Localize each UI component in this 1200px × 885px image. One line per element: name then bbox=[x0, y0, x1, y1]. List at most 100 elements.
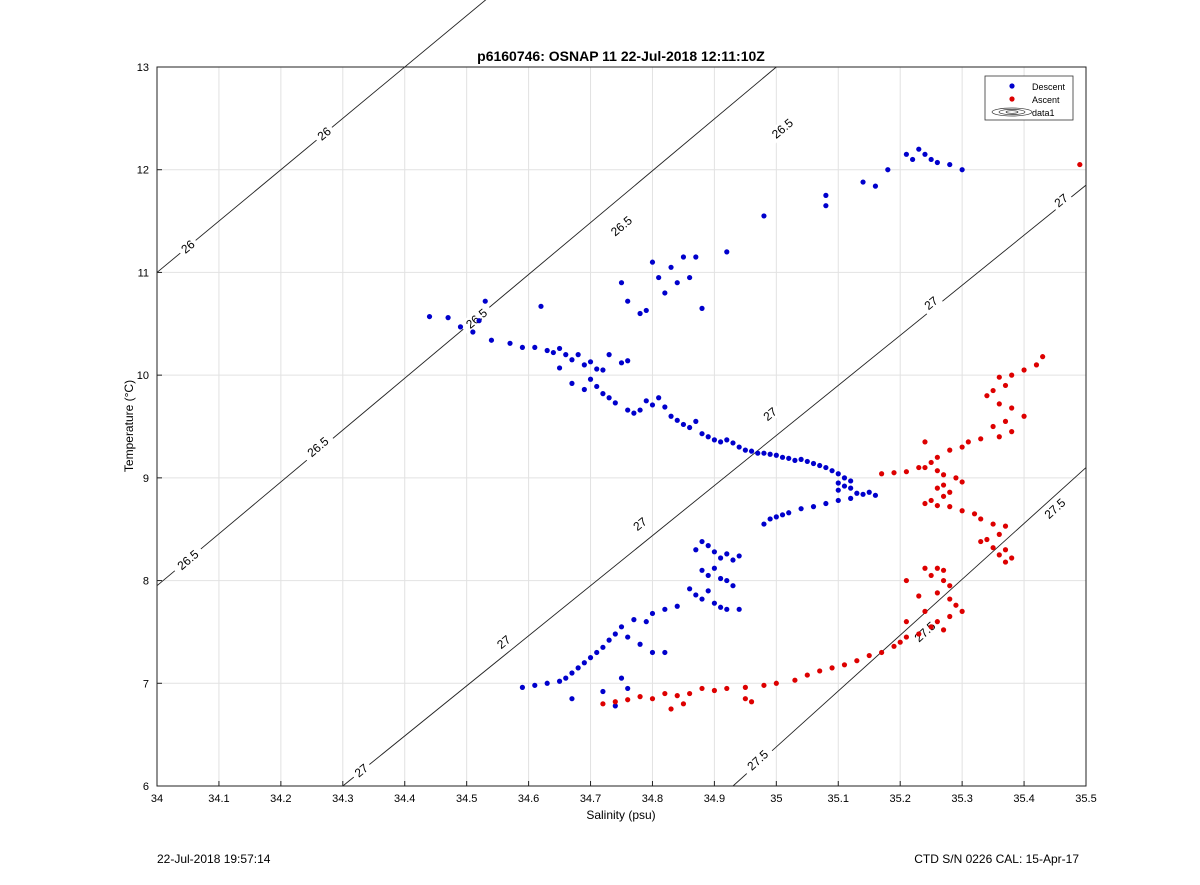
descent-point bbox=[569, 696, 575, 702]
descent-point bbox=[662, 649, 668, 656]
descent-point bbox=[717, 439, 724, 445]
descent-point bbox=[575, 352, 581, 358]
legend-data1-label: data1 bbox=[1032, 108, 1055, 118]
ascent-point bbox=[947, 583, 953, 589]
descent-point bbox=[594, 383, 600, 390]
contour-label: 26.5 bbox=[300, 430, 336, 464]
ascent-point bbox=[1040, 354, 1046, 360]
descent-point bbox=[445, 315, 451, 321]
ascent-point bbox=[934, 619, 940, 625]
descent-point bbox=[637, 641, 643, 647]
contour-label-bg bbox=[312, 121, 337, 146]
descent-point bbox=[556, 365, 563, 371]
descent-point bbox=[600, 644, 606, 650]
descent-point bbox=[668, 264, 674, 270]
ascent-point bbox=[879, 471, 885, 477]
ascent-point bbox=[916, 593, 922, 599]
descent-point bbox=[656, 274, 662, 281]
descent-point bbox=[860, 179, 866, 185]
ascent-point bbox=[978, 538, 984, 545]
ascent-point bbox=[891, 643, 897, 649]
ascent-point bbox=[742, 684, 748, 690]
descent-point bbox=[711, 565, 718, 571]
descent-point bbox=[575, 665, 581, 671]
ascent-point bbox=[668, 706, 674, 712]
x-tick-label: 34.1 bbox=[208, 793, 229, 805]
ascent-point bbox=[959, 508, 965, 514]
ascent-point bbox=[674, 693, 680, 699]
descent-point bbox=[885, 167, 891, 173]
descent-point bbox=[550, 349, 556, 356]
ascent-point bbox=[1002, 418, 1009, 424]
ascent-point bbox=[1077, 161, 1083, 168]
descent-point bbox=[730, 583, 736, 589]
descent-point bbox=[612, 631, 618, 637]
ascent-point bbox=[990, 423, 996, 430]
legend-ascent-marker bbox=[1009, 96, 1015, 102]
ascent-point bbox=[978, 436, 984, 442]
descent-point bbox=[693, 592, 699, 598]
descent-point bbox=[662, 290, 668, 296]
legend-contour-icon bbox=[991, 107, 1033, 117]
descent-point bbox=[711, 549, 718, 555]
contour-label: 26.5 bbox=[459, 302, 495, 335]
contour-label-bg bbox=[1037, 492, 1073, 526]
descent-point bbox=[717, 604, 724, 610]
descent-point bbox=[643, 398, 649, 404]
descent-point bbox=[779, 454, 786, 460]
contour-label-bg bbox=[175, 234, 201, 259]
chart-title: p6160746: OSNAP 11 22-Jul-2018 12:11:10Z bbox=[477, 48, 765, 64]
descent-point bbox=[544, 680, 550, 686]
descent-point bbox=[947, 161, 953, 168]
descent-point bbox=[786, 455, 792, 461]
contour-label: 27 bbox=[349, 758, 374, 783]
x-tick-label: 34.6 bbox=[518, 793, 539, 805]
y-tick-label: 11 bbox=[138, 267, 149, 279]
ascent-point bbox=[940, 472, 947, 478]
contour-label-bg bbox=[1049, 188, 1074, 213]
descent-point bbox=[662, 404, 668, 410]
legend-descent-marker bbox=[1009, 83, 1015, 89]
ascent-point bbox=[965, 439, 971, 445]
ascent-point bbox=[996, 552, 1002, 558]
descent-point bbox=[804, 458, 810, 465]
descent-point bbox=[699, 305, 705, 311]
descent-point bbox=[848, 485, 854, 491]
descent-point bbox=[916, 146, 922, 152]
descent-point bbox=[928, 156, 934, 163]
ascent-point bbox=[1033, 362, 1040, 368]
legend-descent-label: Descent bbox=[1032, 82, 1066, 92]
descent-point bbox=[656, 395, 662, 401]
ascent-point bbox=[680, 701, 687, 707]
descent-point bbox=[631, 410, 637, 416]
descent-point bbox=[717, 555, 724, 561]
descent-point bbox=[594, 366, 600, 372]
contour-label-bg bbox=[349, 758, 374, 783]
descent-point bbox=[693, 547, 699, 553]
descent-point bbox=[835, 497, 841, 504]
descent-point bbox=[841, 483, 848, 489]
legend: Descent Ascent data1 bbox=[984, 75, 1074, 121]
descent-point bbox=[767, 451, 773, 457]
descent-point bbox=[544, 347, 550, 354]
x-tick-label: 35.4 bbox=[1013, 793, 1034, 805]
x-tick-label: 34.5 bbox=[456, 793, 477, 805]
descent-point bbox=[798, 506, 804, 512]
ascent-point bbox=[940, 577, 947, 584]
ascent-point bbox=[1021, 367, 1027, 373]
ascent-point bbox=[928, 624, 934, 630]
descent-point bbox=[625, 298, 631, 304]
descent-point bbox=[724, 437, 730, 443]
descent-point bbox=[854, 490, 860, 496]
x-tick-label: 35.5 bbox=[1075, 793, 1096, 805]
descent-point bbox=[600, 688, 606, 695]
x-tick-label: 34 bbox=[151, 793, 163, 805]
ascent-point bbox=[903, 634, 909, 640]
x-tick-label: 35.1 bbox=[828, 793, 849, 805]
descent-point bbox=[730, 440, 736, 446]
ascent-point bbox=[990, 545, 996, 551]
y-tick-label: 7 bbox=[143, 678, 149, 690]
descent-point bbox=[736, 553, 742, 559]
descent-point bbox=[563, 675, 569, 681]
